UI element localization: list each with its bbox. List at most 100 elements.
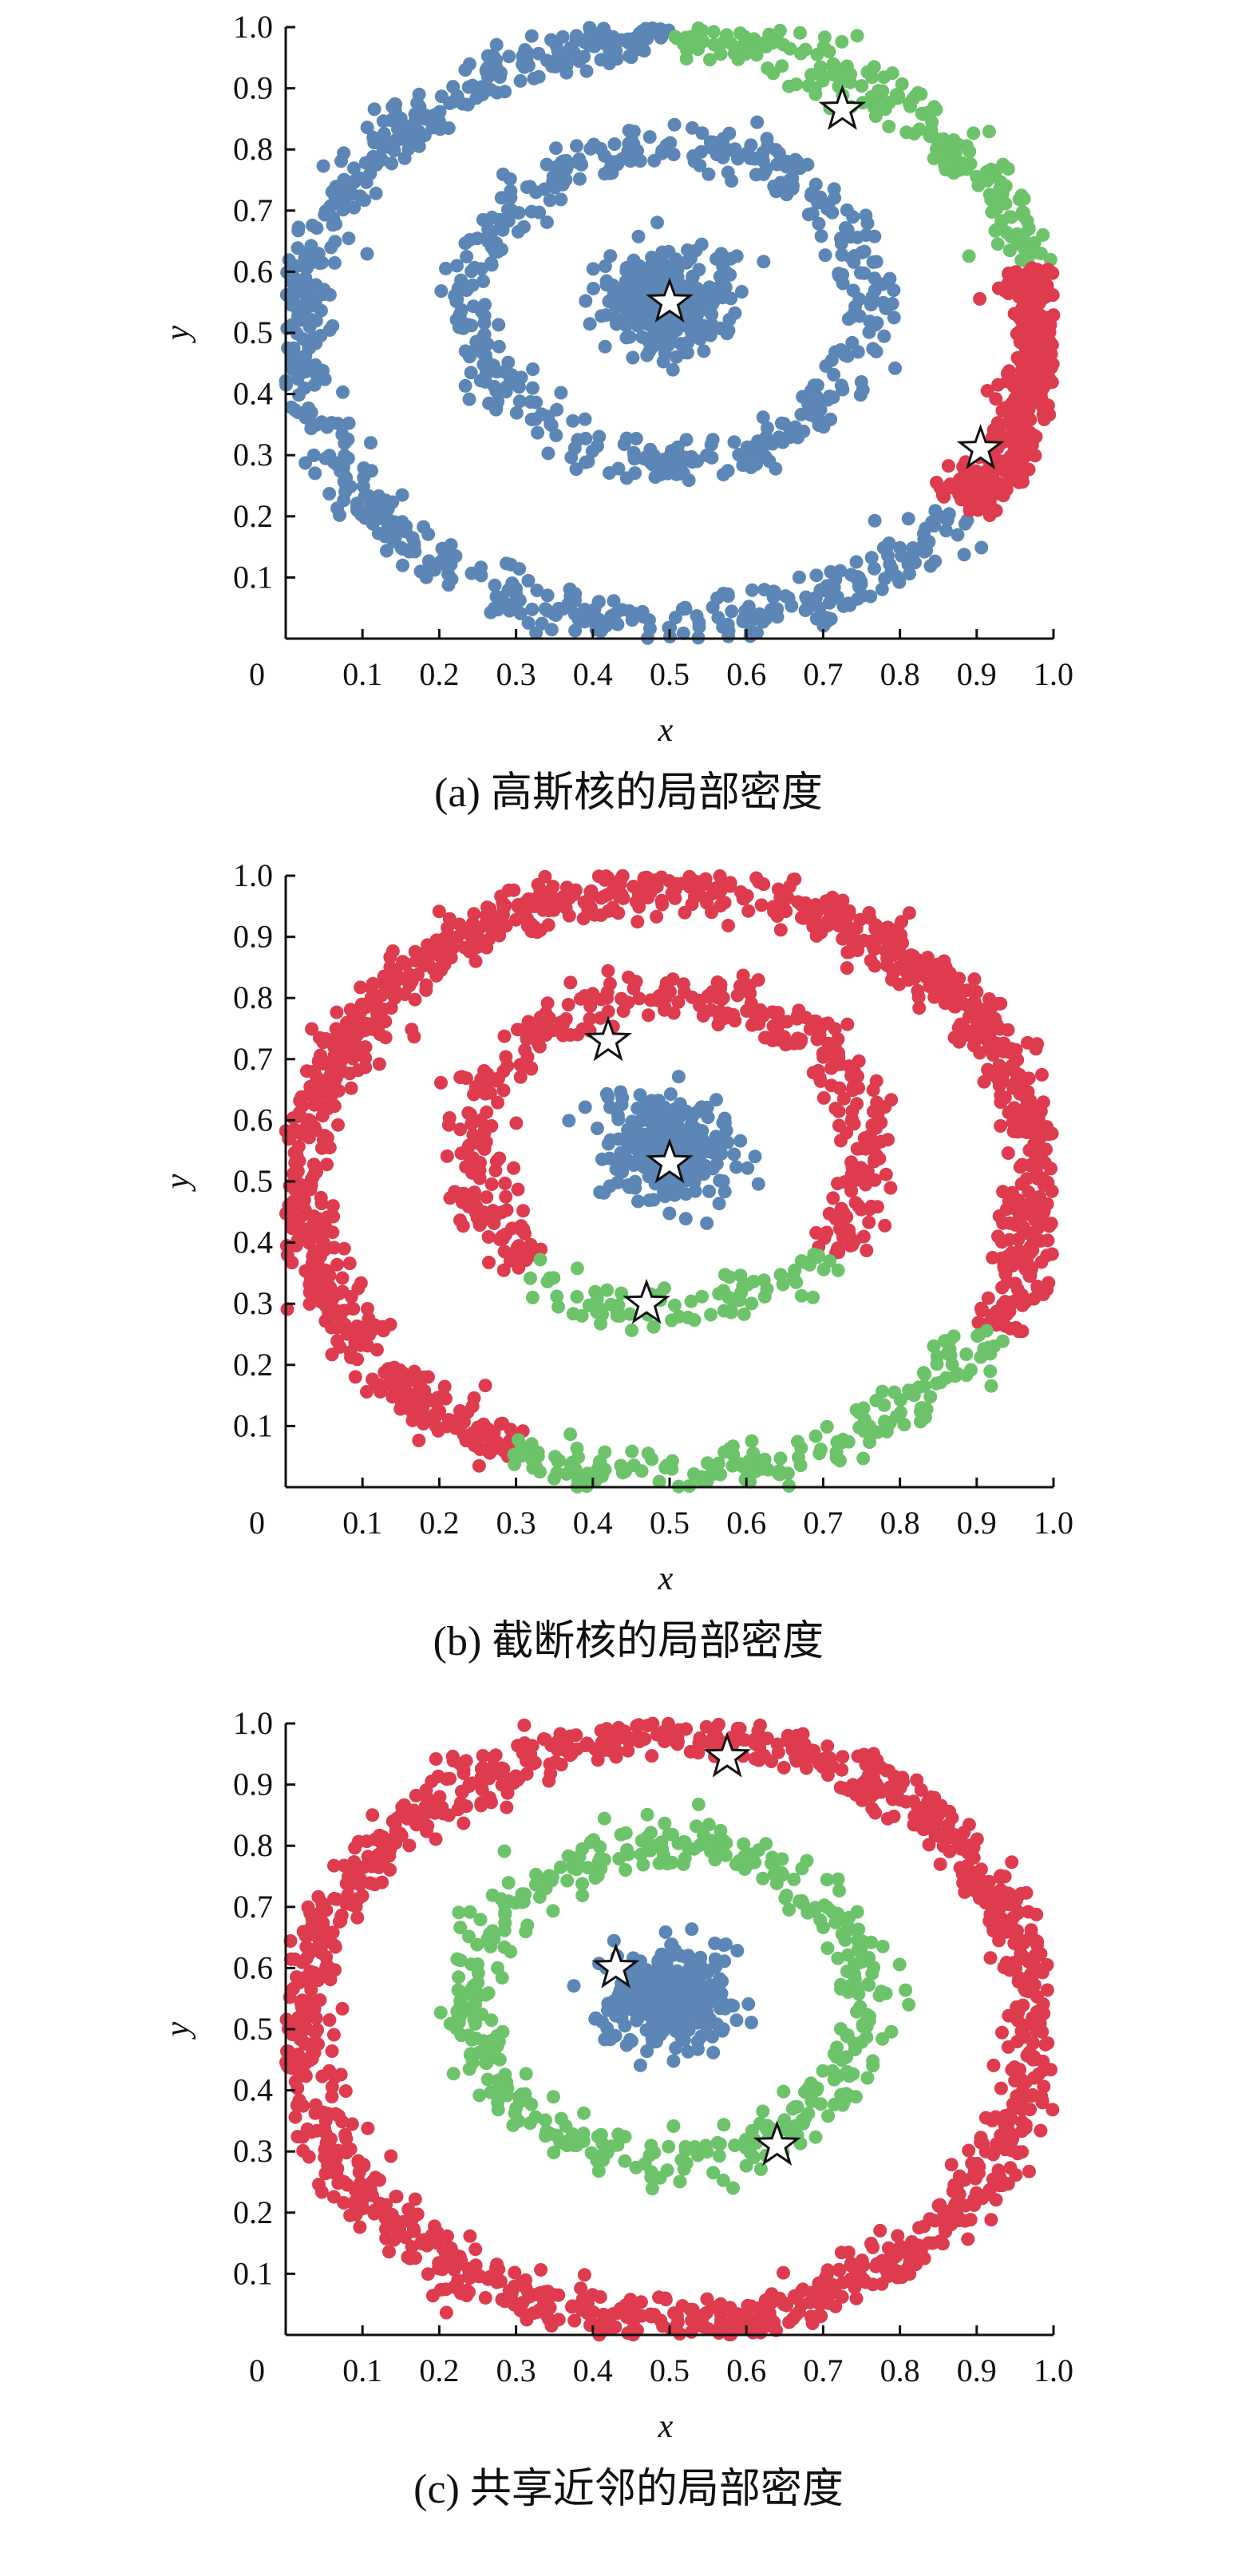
data-point bbox=[347, 1048, 362, 1062]
data-point bbox=[733, 1134, 748, 1148]
data-point bbox=[863, 1435, 876, 1450]
data-point bbox=[594, 992, 608, 1007]
data-point bbox=[781, 1466, 795, 1481]
data-point bbox=[480, 1190, 494, 1205]
data-point bbox=[666, 148, 681, 161]
data-point bbox=[868, 109, 883, 123]
data-point bbox=[962, 1010, 976, 1024]
data-point bbox=[586, 262, 600, 276]
data-point bbox=[984, 1379, 998, 1393]
data-point bbox=[555, 1016, 570, 1031]
data-point bbox=[526, 362, 540, 376]
data-point bbox=[855, 79, 869, 93]
data-point bbox=[473, 1913, 488, 1927]
data-point bbox=[876, 540, 891, 555]
data-point bbox=[1040, 281, 1054, 295]
data-point bbox=[482, 1256, 496, 1269]
data-point bbox=[562, 908, 576, 923]
data-point bbox=[645, 1452, 659, 1466]
data-point bbox=[540, 996, 555, 1011]
data-point bbox=[1005, 469, 1019, 482]
data-point bbox=[549, 141, 563, 156]
data-point bbox=[539, 2129, 552, 2143]
data-point bbox=[550, 1289, 564, 1304]
data-point bbox=[316, 159, 330, 173]
data-point bbox=[869, 1121, 883, 1135]
data-point bbox=[1000, 1202, 1014, 1217]
data-point bbox=[856, 1451, 871, 1466]
data-point bbox=[966, 126, 981, 140]
data-point bbox=[791, 430, 805, 445]
data-point bbox=[650, 216, 664, 230]
data-point bbox=[484, 2013, 499, 2028]
data-point bbox=[563, 1427, 578, 1442]
data-point bbox=[421, 527, 436, 541]
data-point bbox=[304, 421, 318, 436]
data-point bbox=[717, 2118, 731, 2132]
data-point bbox=[829, 1445, 844, 1459]
data-point bbox=[832, 917, 846, 932]
data-point bbox=[326, 211, 341, 225]
data-point bbox=[546, 1904, 560, 1918]
data-point bbox=[836, 1212, 851, 1225]
data-point bbox=[775, 59, 789, 73]
data-point bbox=[311, 1054, 326, 1068]
data-point bbox=[782, 1478, 796, 1493]
x-tick-label: 0.9 bbox=[957, 1505, 997, 1541]
data-point bbox=[756, 154, 770, 168]
data-point bbox=[794, 1288, 808, 1303]
data-point bbox=[772, 146, 786, 160]
data-point bbox=[690, 1819, 703, 1834]
data-point bbox=[635, 1984, 650, 1998]
data-point bbox=[293, 285, 306, 299]
data-point bbox=[480, 1443, 494, 1457]
data-point bbox=[1002, 287, 1016, 301]
data-point bbox=[817, 30, 832, 45]
data-point bbox=[386, 534, 401, 548]
data-point bbox=[428, 1407, 442, 1422]
data-point bbox=[693, 158, 707, 172]
data-point bbox=[753, 2162, 768, 2176]
data-point bbox=[676, 1857, 690, 1871]
data-point bbox=[611, 906, 626, 920]
data-point bbox=[751, 1177, 765, 1191]
data-point bbox=[717, 1304, 731, 1318]
data-point bbox=[817, 1898, 832, 1913]
data-point bbox=[830, 590, 844, 604]
data-point bbox=[1026, 283, 1041, 297]
data-point bbox=[723, 876, 737, 890]
data-point bbox=[575, 1877, 589, 1891]
data-point bbox=[1021, 1035, 1034, 1050]
y-tick-label: 0.3 bbox=[233, 437, 273, 473]
data-point bbox=[944, 2158, 959, 2172]
data-point bbox=[1020, 1253, 1034, 1267]
data-point bbox=[636, 610, 650, 624]
data-point bbox=[876, 2032, 890, 2046]
data-point bbox=[632, 991, 646, 1006]
data-point bbox=[487, 379, 501, 394]
data-point bbox=[598, 1462, 612, 1477]
data-point bbox=[450, 259, 464, 273]
data-point bbox=[710, 148, 724, 161]
data-point bbox=[821, 2109, 836, 2123]
data-point bbox=[419, 109, 433, 123]
data-point bbox=[462, 2062, 476, 2076]
data-point bbox=[295, 350, 310, 364]
data-point bbox=[431, 942, 445, 956]
data-point bbox=[741, 904, 756, 918]
data-point bbox=[810, 1032, 824, 1047]
data-point bbox=[529, 185, 544, 200]
data-point bbox=[887, 311, 901, 325]
data-point bbox=[1002, 1216, 1017, 1230]
data-point bbox=[579, 64, 594, 78]
data-point bbox=[783, 172, 797, 187]
data-point bbox=[725, 1458, 740, 1473]
data-point bbox=[396, 542, 410, 556]
data-point bbox=[721, 165, 735, 180]
data-point bbox=[325, 184, 339, 199]
data-point bbox=[294, 1189, 308, 1204]
data-point bbox=[354, 980, 368, 995]
data-point bbox=[329, 1022, 343, 1036]
data-point bbox=[983, 1364, 998, 1379]
data-point bbox=[902, 1997, 916, 2012]
